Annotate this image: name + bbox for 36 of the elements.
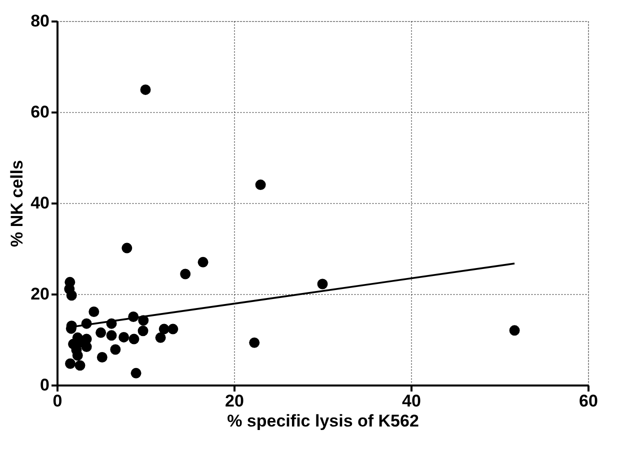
point — [140, 84, 151, 95]
point — [128, 334, 140, 344]
point — [155, 332, 166, 343]
point — [122, 242, 132, 254]
x-tick-label: 40 — [402, 392, 421, 410]
y-tick-label: 20 — [30, 284, 50, 304]
point — [509, 325, 520, 336]
x-tick-label: 20 — [225, 392, 244, 410]
point — [198, 256, 208, 268]
y-tick-label: 0 — [40, 376, 50, 394]
point — [106, 330, 117, 341]
x-axis-title: % specific lysis of K562 — [227, 412, 419, 430]
point — [110, 344, 121, 355]
point — [118, 332, 130, 342]
x-tick-label: 60 — [579, 392, 598, 410]
point — [130, 368, 142, 378]
point — [180, 268, 191, 280]
y-axis-title: % NK cells — [8, 160, 27, 247]
point — [88, 306, 100, 317]
point — [138, 326, 148, 336]
point — [74, 360, 86, 371]
y-tick-label: 60 — [30, 102, 50, 122]
point — [66, 290, 77, 301]
point — [249, 337, 260, 348]
y-tick-label: 80 — [30, 12, 50, 30]
point — [255, 180, 266, 190]
point — [158, 324, 170, 334]
point — [96, 352, 108, 362]
point — [65, 358, 76, 369]
x-tick-label: 0 — [52, 392, 62, 410]
point — [96, 327, 106, 338]
y-tick-label: 40 — [30, 194, 50, 212]
point — [72, 350, 83, 361]
point — [168, 324, 178, 334]
point — [317, 278, 328, 290]
point — [81, 342, 92, 352]
